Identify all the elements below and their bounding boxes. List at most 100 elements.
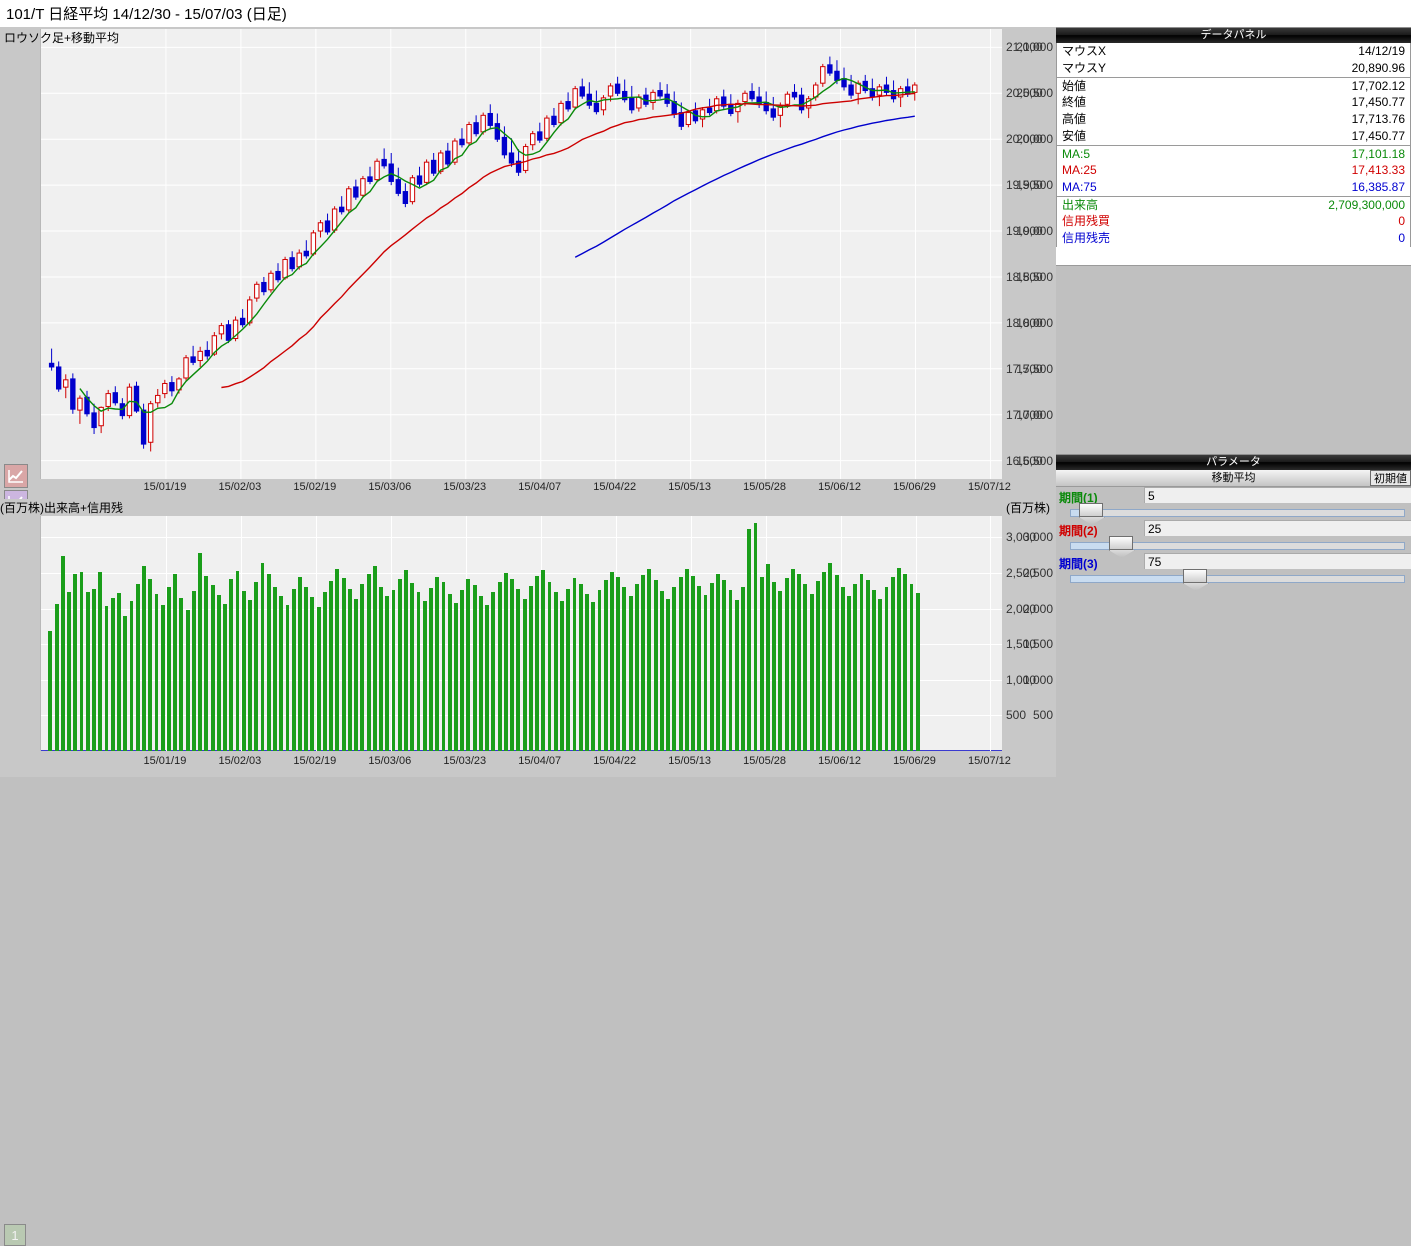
- volume-bar: [135, 583, 140, 751]
- parameter-value-input[interactable]: 75: [1144, 553, 1411, 569]
- volume-y-tick: 500: [1032, 708, 1053, 723]
- volume-x-tick: 15/03/06: [368, 755, 412, 767]
- volume-bar: [185, 610, 190, 751]
- volume-bar: [522, 598, 527, 751]
- volume-baseline: [41, 750, 1002, 751]
- price-plot-area[interactable]: [40, 29, 1002, 479]
- volume-bar: [684, 568, 689, 751]
- parameter-label: 期間(1): [1059, 491, 1098, 505]
- volume-x-tick: 15/07/12: [968, 755, 1011, 767]
- title-bar: 101/T 日経平均 14/12/30 - 15/07/03 (日足): [0, 0, 1411, 28]
- parameter-slider-fill: [1071, 543, 1115, 549]
- parameter-slider-track[interactable]: [1070, 575, 1405, 583]
- volume-bar: [447, 594, 452, 751]
- volume-bar: [173, 574, 178, 751]
- volume-bar: [603, 580, 608, 751]
- price-y-tick: 16,500: [1016, 453, 1053, 468]
- volume-y-tick: 1,000: [1022, 672, 1053, 687]
- data-panel-row: 始値 17,702.12: [1057, 77, 1410, 94]
- price-y-tick: 18,000: [1016, 315, 1053, 330]
- volume-gridline: [615, 516, 617, 751]
- price-x-tick: 15/01/19: [143, 481, 187, 493]
- volume-gridline: [41, 679, 1002, 681]
- price-x-tick: 15/02/19: [293, 481, 337, 493]
- volume-bar: [460, 590, 465, 751]
- parameter-sliders: 期間(1) 5 期間(2) 25 期間(3) 75: [1056, 487, 1411, 586]
- volume-bar: [853, 583, 858, 751]
- volume-bar: [404, 570, 408, 751]
- price-y-tick: 18,000: [1006, 315, 1043, 330]
- price-axis-right: [1001, 27, 1056, 492]
- parameter-slider-track[interactable]: [1070, 542, 1405, 550]
- data-row-label: マウスX: [1062, 44, 1107, 58]
- volume-bar: [759, 576, 764, 751]
- volume-bar: [310, 597, 315, 751]
- volume-plot-area[interactable]: [40, 516, 1002, 751]
- parameter-value-input[interactable]: 5: [1144, 487, 1411, 503]
- volume-gridline: [41, 537, 1002, 539]
- parameter-slider-thumb[interactable]: [1078, 503, 1103, 517]
- parameter-slider-fill: [1071, 576, 1198, 582]
- volume-bar: [591, 602, 596, 751]
- volume-bar: [254, 581, 259, 751]
- volume-bar: [485, 605, 490, 751]
- volume-bar: [148, 578, 153, 751]
- volume-x-tick: 15/06/12: [818, 755, 861, 767]
- data-panel-row: マウスY 20,890.96: [1057, 60, 1410, 77]
- volume-bar: [60, 555, 65, 751]
- volume-bar: [341, 577, 346, 751]
- parameter-slider-thumb[interactable]: [1182, 569, 1207, 583]
- data-row-value: 17,450.77: [1351, 95, 1405, 109]
- volume-bar: [347, 589, 352, 751]
- volume-bar: [73, 574, 78, 751]
- volume-x-tick: 15/05/13: [668, 755, 712, 767]
- volume-bar: [422, 601, 427, 751]
- chart-type-candle-icon[interactable]: [4, 464, 28, 488]
- volume-index-button[interactable]: 1: [4, 1224, 26, 1246]
- volume-gridline: [315, 516, 317, 751]
- volume-bar: [585, 593, 589, 751]
- volume-y-tick: 1,000: [1006, 672, 1037, 687]
- volume-bar: [840, 586, 845, 751]
- price-y-tick: 20,000: [1016, 132, 1053, 147]
- volume-bar: [503, 572, 508, 751]
- volume-bar: [709, 582, 714, 751]
- volume-pane-caption: 出来高+信用残: [44, 501, 124, 515]
- volume-bar: [766, 564, 770, 751]
- volume-bar: [747, 528, 752, 751]
- volume-bar: [790, 568, 795, 751]
- volume-gridline: [41, 572, 1002, 574]
- right-column: データパネル マウスX 14/12/19 マウスY 20,890.96 始値 17,702…: [1056, 27, 1411, 777]
- data-row-value: 17,413.33: [1351, 163, 1405, 177]
- volume-y-tick: 3,000: [1006, 530, 1037, 545]
- data-panel-header: データパネル: [1056, 27, 1411, 43]
- parameter-slider-track[interactable]: [1070, 509, 1405, 517]
- volume-bar: [391, 590, 396, 751]
- app-root: 101/T 日経平均 14/12/30 - 15/07/03 (日足) ロウソク…: [0, 0, 1411, 777]
- price-axis-left: [0, 27, 40, 492]
- volume-bar: [260, 563, 265, 751]
- data-panel-row: 信用残売 0: [1057, 230, 1410, 247]
- volume-bar: [223, 603, 227, 751]
- data-row-label: 安値: [1062, 129, 1087, 143]
- reset-defaults-button[interactable]: 初期値: [1370, 470, 1411, 486]
- volume-bar: [472, 585, 477, 751]
- volume-bar: [285, 605, 290, 751]
- volume-gridline: [165, 516, 167, 751]
- volume-bar: [216, 595, 221, 751]
- volume-bar: [279, 595, 284, 751]
- volume-bar: [129, 601, 134, 751]
- volume-bar: [903, 573, 908, 751]
- volume-bar: [915, 592, 920, 751]
- price-y-tick: 20,500: [1006, 86, 1043, 101]
- volume-bar: [123, 615, 128, 751]
- parameter-slider-thumb[interactable]: [1108, 536, 1133, 550]
- data-panel-row: マウスX 14/12/19: [1057, 43, 1410, 60]
- price-x-tick: 15/03/23: [443, 481, 487, 493]
- volume-y-tick: 1,500: [1022, 637, 1053, 652]
- data-row-label: MA:5: [1062, 147, 1091, 161]
- parameter-value-input[interactable]: 25: [1144, 520, 1411, 536]
- data-row-label: 始値: [1062, 79, 1087, 93]
- price-y-tick: 20,500: [1016, 86, 1053, 101]
- price-x-tick: 15/06/29: [893, 481, 936, 493]
